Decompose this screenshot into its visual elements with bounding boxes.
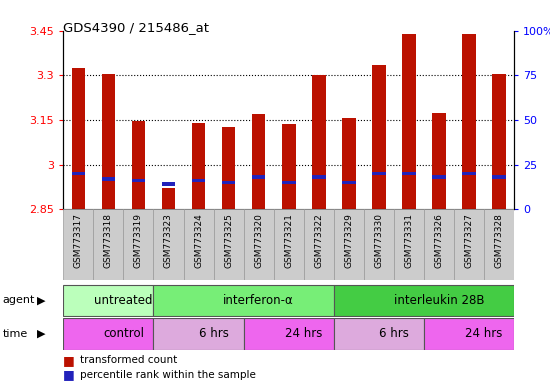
Bar <box>484 209 514 280</box>
Bar <box>402 34 416 209</box>
Text: 24 hrs: 24 hrs <box>465 328 503 340</box>
Bar <box>394 209 424 280</box>
Text: 6 hrs: 6 hrs <box>199 328 228 340</box>
Bar <box>63 285 153 316</box>
Bar <box>131 121 145 209</box>
Bar <box>274 209 304 280</box>
Bar <box>94 209 123 280</box>
Bar <box>102 177 115 181</box>
Bar <box>72 68 85 209</box>
Text: untreated: untreated <box>94 294 153 307</box>
Text: GSM773330: GSM773330 <box>375 213 383 268</box>
Text: GSM773327: GSM773327 <box>465 213 474 268</box>
Bar <box>162 182 175 186</box>
Bar <box>63 209 94 280</box>
Text: 6 hrs: 6 hrs <box>379 328 409 340</box>
Bar <box>72 172 85 175</box>
Text: GSM773328: GSM773328 <box>494 213 504 268</box>
Text: time: time <box>3 329 28 339</box>
Bar <box>334 285 514 316</box>
Bar <box>153 318 244 349</box>
Text: GSM773324: GSM773324 <box>194 213 203 268</box>
Bar <box>153 209 184 280</box>
Text: interleukin 28B: interleukin 28B <box>394 294 485 307</box>
Text: GSM773326: GSM773326 <box>434 213 444 268</box>
Bar <box>492 74 506 209</box>
Bar <box>244 209 274 280</box>
Bar <box>432 175 446 179</box>
Text: GSM773322: GSM773322 <box>314 213 323 268</box>
Text: control: control <box>103 328 144 340</box>
Bar <box>334 318 424 349</box>
Bar <box>342 181 356 184</box>
Bar <box>342 118 356 209</box>
Bar <box>184 209 213 280</box>
Text: GDS4390 / 215486_at: GDS4390 / 215486_at <box>63 21 209 34</box>
Text: transformed count: transformed count <box>80 355 177 365</box>
Text: 24 hrs: 24 hrs <box>285 328 322 340</box>
Bar <box>192 123 205 209</box>
Bar <box>222 181 235 184</box>
Bar <box>492 175 506 179</box>
Text: percentile rank within the sample: percentile rank within the sample <box>80 370 256 380</box>
Bar <box>63 318 153 349</box>
Bar <box>372 65 386 209</box>
Text: GSM773320: GSM773320 <box>254 213 263 268</box>
Bar <box>463 172 476 175</box>
Bar <box>304 209 334 280</box>
Text: ■: ■ <box>63 368 75 381</box>
Text: GSM773318: GSM773318 <box>104 213 113 268</box>
Bar <box>282 124 295 209</box>
Bar <box>463 34 476 209</box>
Bar <box>252 175 266 179</box>
Bar <box>102 74 115 209</box>
Text: ■: ■ <box>63 354 75 367</box>
Text: GSM773319: GSM773319 <box>134 213 143 268</box>
Text: GSM773321: GSM773321 <box>284 213 293 268</box>
Bar <box>222 127 235 209</box>
Text: ▶: ▶ <box>37 329 46 339</box>
Bar <box>424 318 514 349</box>
Bar <box>123 209 153 280</box>
Bar <box>432 113 446 209</box>
Bar <box>402 172 416 175</box>
Bar <box>364 209 394 280</box>
Bar <box>192 179 205 182</box>
Bar <box>312 75 326 209</box>
Text: GSM773317: GSM773317 <box>74 213 83 268</box>
Text: GSM773325: GSM773325 <box>224 213 233 268</box>
Text: ▶: ▶ <box>37 295 46 305</box>
Bar <box>424 209 454 280</box>
Bar <box>252 114 266 209</box>
Bar <box>153 285 334 316</box>
Bar <box>454 209 484 280</box>
Bar <box>312 175 326 179</box>
Text: interferon-α: interferon-α <box>223 294 294 307</box>
Text: GSM773331: GSM773331 <box>404 213 414 268</box>
Text: agent: agent <box>3 295 35 305</box>
Bar <box>131 179 145 182</box>
Bar <box>244 318 334 349</box>
Bar <box>213 209 244 280</box>
Text: GSM773323: GSM773323 <box>164 213 173 268</box>
Bar <box>282 181 295 184</box>
Bar <box>162 189 175 209</box>
Bar <box>372 172 386 175</box>
Text: GSM773329: GSM773329 <box>344 213 354 268</box>
Bar <box>334 209 364 280</box>
